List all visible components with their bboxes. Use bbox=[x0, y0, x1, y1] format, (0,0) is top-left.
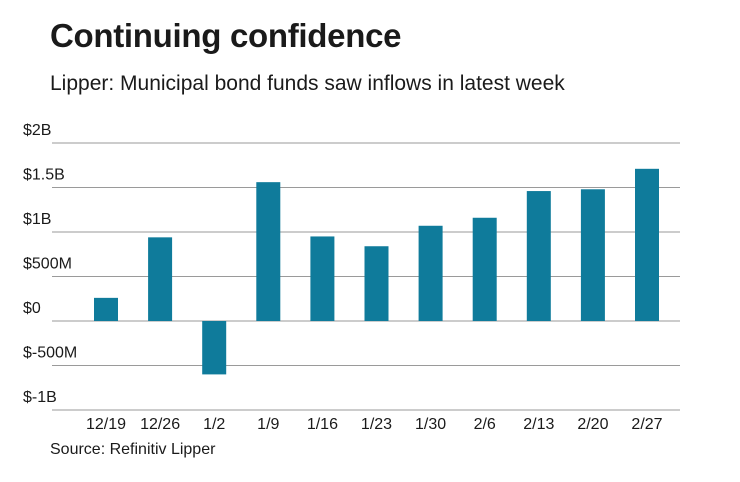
bar bbox=[580, 189, 605, 321]
bar bbox=[256, 182, 281, 321]
y-tick-label: $-1B bbox=[23, 389, 57, 406]
x-tick-label: 12/19 bbox=[86, 416, 126, 433]
source-note: Source: Refinitiv Lipper bbox=[50, 441, 216, 458]
x-tick-label: 12/26 bbox=[140, 416, 180, 433]
bar bbox=[364, 246, 389, 321]
bar bbox=[202, 321, 227, 375]
bar bbox=[94, 297, 118, 321]
chart-subtitle: Lipper: Municipal bond funds saw inflows… bbox=[50, 72, 565, 95]
bar bbox=[148, 237, 173, 321]
x-tick-label: 2/13 bbox=[523, 416, 554, 433]
y-tick-label: $1B bbox=[23, 211, 51, 228]
x-tick-label: 1/30 bbox=[415, 416, 446, 433]
bar bbox=[472, 217, 497, 321]
bars bbox=[94, 168, 659, 375]
y-tick-label: $1.5B bbox=[23, 167, 65, 184]
y-axis-ticks: $2B $1.5B $1B $500M $0 $-500M $-1B bbox=[23, 122, 77, 406]
y-tick-label: $0 bbox=[23, 300, 41, 317]
chart-title: Continuing confidence bbox=[50, 17, 402, 54]
bar bbox=[526, 191, 551, 321]
bar bbox=[635, 168, 659, 321]
y-tick-label: $500M bbox=[23, 256, 72, 273]
x-tick-label: 2/6 bbox=[474, 416, 496, 433]
x-tick-label: 1/16 bbox=[307, 416, 338, 433]
x-axis-ticks: 12/19 12/26 1/2 1/9 1/16 1/23 1/30 2/6 2/13 2/20 2… bbox=[86, 416, 663, 433]
x-tick-label: 1/9 bbox=[257, 416, 279, 433]
x-tick-label: 1/23 bbox=[361, 416, 392, 433]
x-tick-label: 1/2 bbox=[203, 416, 225, 433]
y-tick-label: $2B bbox=[23, 122, 51, 139]
x-tick-label: 2/20 bbox=[577, 416, 608, 433]
x-tick-label: 2/27 bbox=[631, 416, 662, 433]
bar bbox=[310, 236, 335, 321]
y-tick-label: $-500M bbox=[23, 345, 77, 362]
bar bbox=[418, 225, 443, 321]
